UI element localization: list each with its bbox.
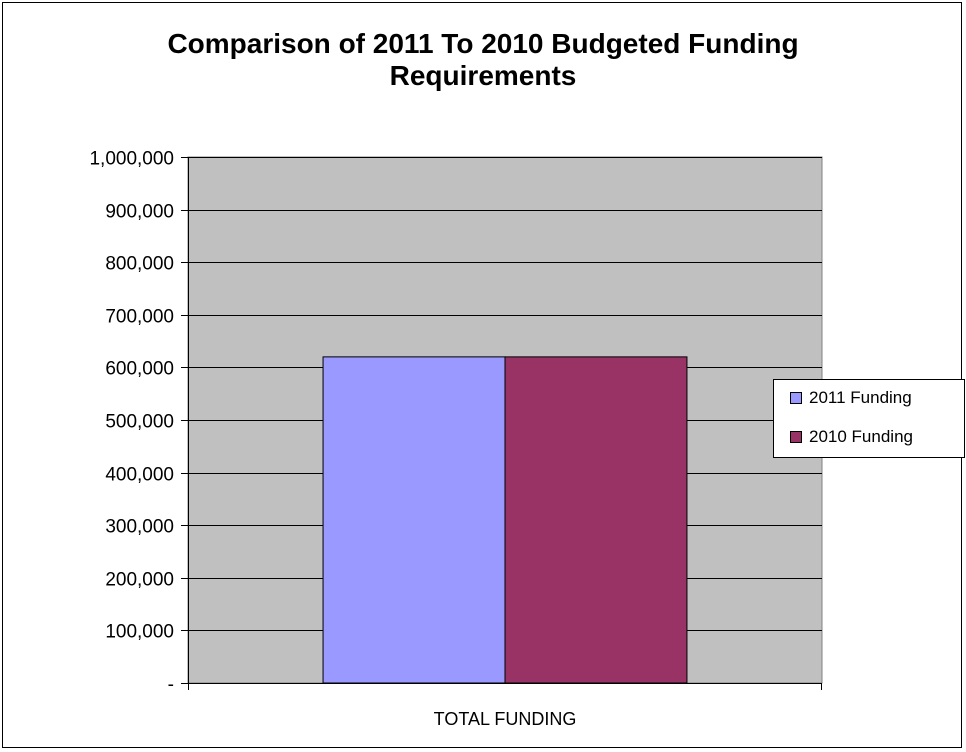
legend: 2011 Funding 2010 Funding xyxy=(773,379,965,458)
legend-swatch-2011 xyxy=(790,392,802,404)
y-tick-label-9: 900,000 xyxy=(105,202,174,223)
legend-swatch-2010 xyxy=(790,431,802,443)
chart-title-line-1: Comparison of 2011 To 2010 Budgeted Fund… xyxy=(167,28,799,59)
y-tick-label-3: 300,000 xyxy=(105,517,174,538)
bar-2011-funding xyxy=(322,356,506,684)
x-category-label: TOTAL FUNDING xyxy=(434,709,577,729)
y-tick-label-8: 800,000 xyxy=(105,254,174,275)
chart-title-line-2: Requirements xyxy=(389,60,577,91)
bar-2010-funding xyxy=(504,356,688,684)
y-tick-label-1: 100,000 xyxy=(105,622,174,643)
legend-item-2011: 2011 Funding xyxy=(790,386,912,410)
y-tick-label-5: 500,000 xyxy=(105,412,174,433)
y-tick-label-4: 400,000 xyxy=(105,465,174,486)
y-tick-label-0: - xyxy=(168,675,174,696)
legend-label-2010: 2010 Funding xyxy=(809,427,913,446)
y-tick-label-10: 1,000,000 xyxy=(89,149,174,170)
y-tick-label-2: 200,000 xyxy=(105,570,174,591)
y-tick-label-6: 600,000 xyxy=(105,359,174,380)
chart-title: Comparison of 2011 To 2010 Budgeted Fund… xyxy=(0,28,966,92)
y-tick-label-7: 700,000 xyxy=(105,307,174,328)
legend-label-2011: 2011 Funding xyxy=(809,388,912,407)
legend-item-2010: 2010 Funding xyxy=(790,425,913,449)
